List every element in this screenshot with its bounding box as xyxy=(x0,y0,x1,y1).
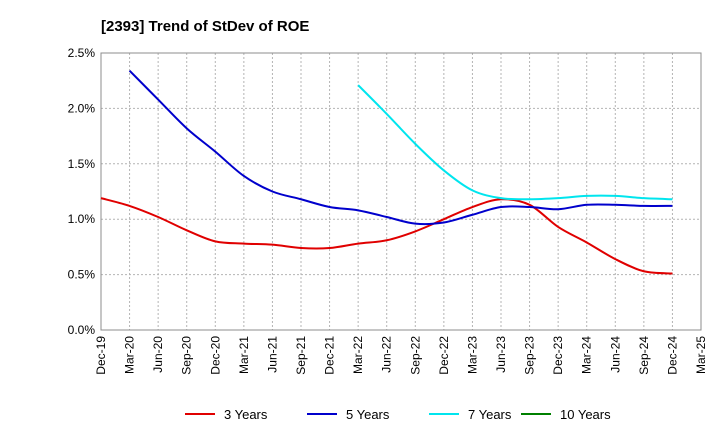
x-tick-label: Jun-21 xyxy=(265,336,279,373)
series-line-3 xyxy=(357,84,673,201)
plot-area xyxy=(100,52,702,331)
x-tick-label: Dec-19 xyxy=(94,336,108,375)
x-tick-label: Mar-20 xyxy=(123,336,137,374)
y-tick-label: 1.0% xyxy=(68,212,96,226)
x-tick-label: Sep-24 xyxy=(637,336,651,375)
x-tick-label: Jun-23 xyxy=(494,336,508,373)
x-tick-label: Jun-20 xyxy=(151,336,165,373)
x-tick-label: Dec-23 xyxy=(551,336,565,375)
x-tick-label: Sep-20 xyxy=(180,336,194,375)
x-tick-label: Mar-24 xyxy=(580,336,594,374)
x-axis: Dec-19 Mar-20 Jun-20 Sep-20 Dec-20 Mar-21 Jun-… xyxy=(94,336,708,375)
y-tick-label: 2.5% xyxy=(68,46,96,60)
x-tick-label: Jun-24 xyxy=(608,336,622,373)
x-tick-label: Mar-23 xyxy=(465,336,479,374)
grid-lines xyxy=(101,53,701,330)
y-tick-label: 1.5% xyxy=(68,157,96,171)
legend-label-1: 3 Years xyxy=(224,407,268,422)
x-tick-label: Mar-22 xyxy=(351,336,365,374)
x-tick-label: Sep-21 xyxy=(294,336,308,375)
x-tick-label: Sep-23 xyxy=(523,336,537,375)
x-tick-label: Mar-25 xyxy=(694,336,708,374)
y-tick-label: 0.0% xyxy=(68,323,96,337)
x-tick-label: Dec-22 xyxy=(437,336,451,375)
x-tick-label: Jun-22 xyxy=(380,336,394,373)
series-lines xyxy=(100,70,673,275)
y-tick-label: 0.5% xyxy=(68,268,96,282)
series-line-1 xyxy=(100,197,673,275)
x-tick-label: Dec-20 xyxy=(208,336,222,375)
x-tick-label: Dec-24 xyxy=(665,336,679,375)
x-tick-label: Mar-21 xyxy=(237,336,251,374)
legend-label-3: 7 Years xyxy=(468,407,512,422)
y-axis: 0.0% 0.5% 1.0% 1.5% 2.0% 2.5% xyxy=(68,46,96,337)
legend-label-4: 10 Years xyxy=(560,407,611,422)
legend-label-2: 5 Years xyxy=(346,407,390,422)
legend: 3 Years 5 Years 7 Years 10 Years xyxy=(185,407,611,422)
x-tick-label: Sep-22 xyxy=(408,336,422,375)
chart-title: [2393] Trend of StDev of ROE xyxy=(101,18,309,35)
y-tick-label: 2.0% xyxy=(68,101,96,115)
x-tick-label: Dec-21 xyxy=(323,336,337,375)
series-line-2 xyxy=(128,70,673,226)
